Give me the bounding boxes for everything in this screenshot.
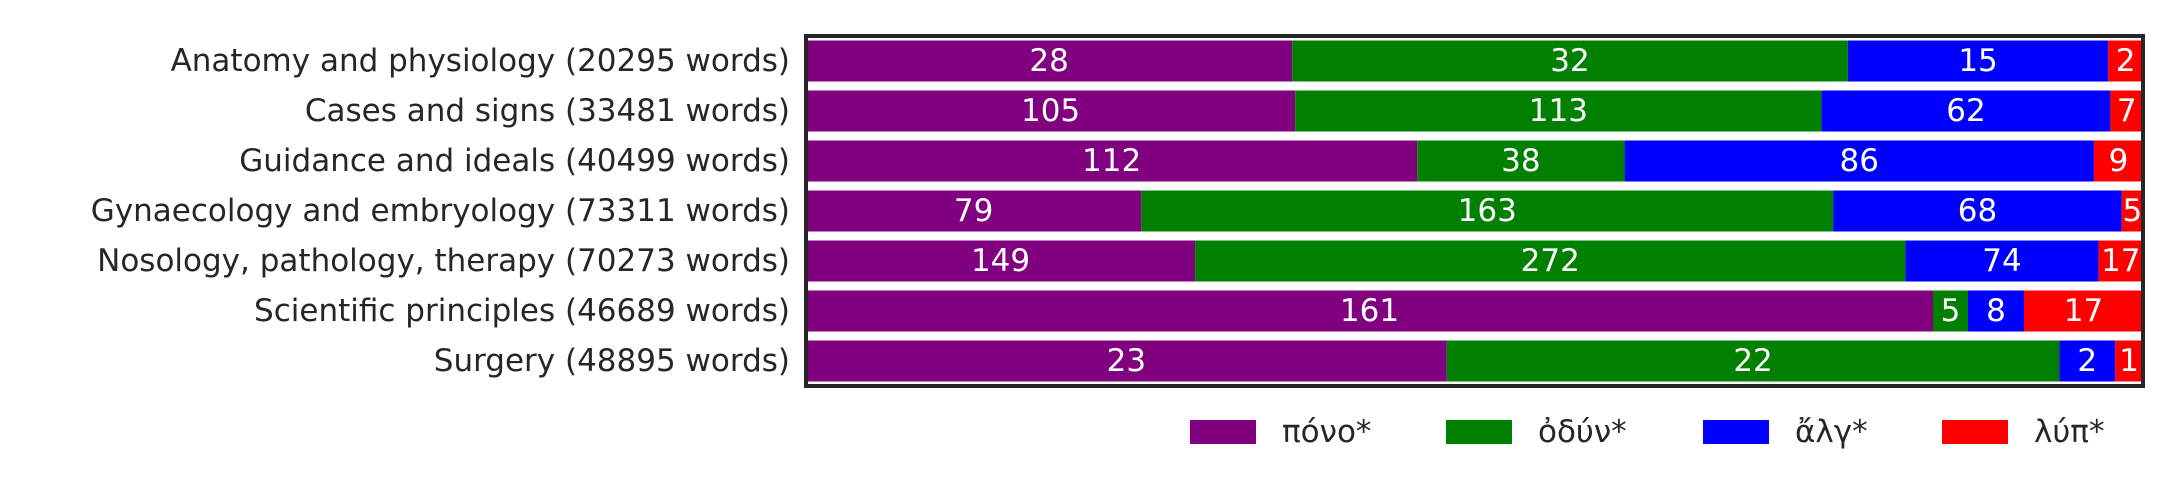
bar-segment: [1417, 140, 1625, 182]
data-label: 22: [1733, 343, 1772, 379]
bar-segment: [2098, 240, 2143, 282]
bar-segment: [2108, 40, 2143, 82]
bar-segment: [2110, 90, 2143, 132]
bar-segment: [1821, 90, 2111, 132]
data-label: 62: [1946, 93, 1985, 129]
bar-segment: [2115, 340, 2143, 382]
data-label: 272: [1521, 243, 1580, 279]
data-label: 38: [1501, 143, 1540, 179]
data-label: 32: [1550, 43, 1589, 79]
legend-label: ὀδύν*: [1538, 414, 1627, 450]
data-label: 5: [1941, 293, 1961, 329]
bar-segment: [2059, 340, 2116, 382]
legend-label: πόνο*: [1282, 414, 1371, 450]
category-label: Surgery (48895 words): [434, 343, 790, 379]
data-label: 161: [1340, 293, 1399, 329]
data-label: 28: [1029, 43, 1068, 79]
bar-segment: [1295, 90, 1822, 132]
data-label: 5: [2123, 193, 2143, 229]
data-label: 86: [1840, 143, 1879, 179]
data-label: 17: [2101, 243, 2140, 279]
category-label: Guidance and ideals (40499 words): [239, 143, 790, 179]
bar-segment: [1968, 290, 2024, 332]
legend-item: λύπ*: [1942, 414, 2104, 450]
legend-item: ὀδύν*: [1446, 414, 1627, 450]
category-labels: Anatomy and physiology (20295 words) Case…: [91, 43, 790, 379]
bar-segment: [1141, 190, 1834, 232]
data-label: 23: [1107, 343, 1146, 379]
legend-item: ἄλγ*: [1703, 414, 1868, 450]
legend-swatch: [1942, 420, 2008, 444]
data-label: 105: [1021, 93, 1080, 129]
bar-segment: [806, 140, 1418, 182]
bar-segment: [1905, 240, 2099, 282]
data-label: 112: [1082, 143, 1141, 179]
data-label: 8: [1986, 293, 2006, 329]
category-label: Cases and signs (33481 words): [305, 93, 790, 129]
bar-segment: [1833, 190, 2122, 232]
bar-segment: [2121, 190, 2143, 232]
category-label: Anatomy and physiology (20295 words): [171, 43, 790, 79]
data-label: 113: [1529, 93, 1588, 129]
bar-segment: [2024, 290, 2143, 332]
legend: πόνο* ὀδύν* ἄλγ* λύπ*: [1190, 414, 2104, 450]
bar-segment: [2093, 140, 2143, 182]
data-label: 9: [2109, 143, 2129, 179]
bar-segment: [1933, 290, 1968, 332]
bar-segment: [806, 90, 1296, 132]
bar-segment: [806, 190, 1142, 232]
bar-segment: [1847, 40, 2109, 82]
bar-segment: [806, 40, 1293, 82]
bar-segment: [806, 340, 1447, 382]
category-label: Gynaecology and embryology (73311 words): [91, 193, 790, 229]
data-label: 1: [2119, 343, 2139, 379]
data-label: 163: [1458, 193, 1517, 229]
data-label: 2: [2077, 343, 2097, 379]
bar-segment: [1446, 340, 2060, 382]
data-label: 2: [2116, 43, 2136, 79]
data-label: 149: [971, 243, 1030, 279]
bar-segment: [1292, 40, 1848, 82]
plot-frame: [804, 34, 2145, 388]
legend-swatch: [1446, 420, 1512, 444]
bar-segment: [1624, 140, 2094, 182]
bar-segment: [806, 240, 1196, 282]
category-label: Scientific principles (46689 words): [254, 293, 790, 329]
bar-segment: [806, 290, 1933, 332]
legend-label: ἄλγ*: [1795, 414, 1868, 450]
legend-swatch: [1190, 420, 1256, 444]
legend-item: πόνο*: [1190, 414, 1371, 450]
data-label: 74: [1982, 243, 2021, 279]
legend-swatch: [1703, 420, 1769, 444]
data-label: 79: [954, 193, 993, 229]
data-label: 7: [2117, 93, 2137, 129]
category-label: Nosology, pathology, therapy (70273 word…: [97, 243, 790, 279]
legend-label: λύπ*: [2034, 414, 2104, 450]
data-label: 68: [1958, 193, 1997, 229]
bar-segment: [1195, 240, 1906, 282]
data-label: 17: [2064, 293, 2103, 329]
data-label: 15: [1958, 43, 1997, 79]
